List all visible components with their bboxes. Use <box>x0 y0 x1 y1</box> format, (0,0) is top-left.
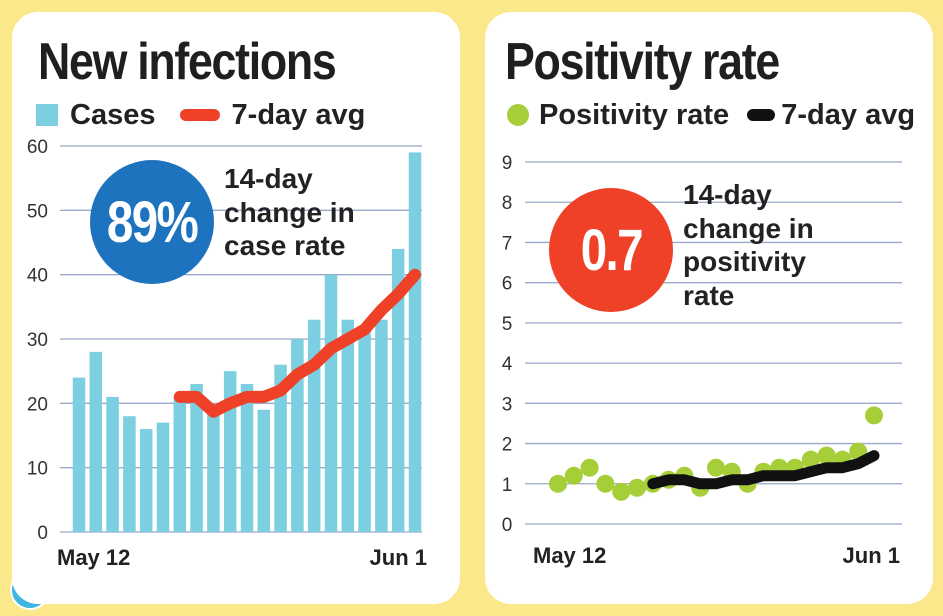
avg-line <box>173 268 421 418</box>
bar <box>358 326 371 532</box>
bar <box>291 339 304 532</box>
bar <box>123 416 136 532</box>
legend-item-positivity: Positivity rate <box>507 98 729 132</box>
point <box>564 466 583 485</box>
bar <box>341 319 355 532</box>
point <box>865 406 883 425</box>
avg-line <box>647 450 880 490</box>
positivity-rate-panel: Positivity rate Positivity rate 7-day av… <box>485 12 933 604</box>
legend-label: 7-day avg <box>231 98 366 131</box>
legend-swatch-line <box>179 109 220 122</box>
cases-chart: 0 10 20 30 40 50 60 May 12 Jun 1 <box>27 137 427 570</box>
y-tick-label: 50 <box>27 201 48 222</box>
bar <box>307 319 321 532</box>
bar <box>240 384 254 532</box>
legend-item-avg: 7-day avg <box>747 98 915 132</box>
y-tick-label: 6 <box>502 274 513 295</box>
legend-label: Cases <box>70 98 156 131</box>
bar <box>89 351 103 532</box>
positivity-caption: 14-day change in positivity rate <box>683 178 814 312</box>
legend-item-cases: Cases <box>36 98 155 132</box>
x-tick-label: May 12 <box>57 545 130 570</box>
bar <box>106 396 119 532</box>
bar <box>207 403 220 532</box>
bar <box>190 384 203 532</box>
legend-label: 7-day avg <box>781 98 916 131</box>
y-tick-label: 9 <box>502 153 513 174</box>
y-tick-label: 60 <box>27 137 48 158</box>
caption-line: rate <box>683 279 735 311</box>
positivity-chart: 0 1 2 3 4 5 6 7 8 9 May 12 Jun 1 <box>502 153 902 568</box>
point <box>628 478 646 497</box>
badge-value: 89% <box>106 189 199 255</box>
y-tick-label: 30 <box>27 330 48 351</box>
badge-value: 0.7 <box>580 217 643 283</box>
bar <box>257 409 271 532</box>
chart-title: New infections <box>38 33 337 91</box>
y-tick-label: 5 <box>502 314 513 335</box>
bar <box>391 248 405 532</box>
point <box>817 446 836 465</box>
caption-line: case rate <box>224 230 346 262</box>
y-tick-label: 0 <box>502 515 513 536</box>
bar <box>139 429 153 532</box>
chart-legend: Cases 7-day avg <box>36 98 381 132</box>
legend-swatch-line <box>747 109 776 122</box>
bar <box>324 274 338 532</box>
chart-title: Positivity rate <box>505 33 780 91</box>
y-tick-label: 0 <box>37 523 48 544</box>
point <box>580 458 599 477</box>
caption-line: 14-day <box>683 179 772 210</box>
y-tick-label: 10 <box>27 459 48 480</box>
point <box>596 474 615 493</box>
bar <box>72 377 86 532</box>
x-tick-label: Jun 1 <box>370 545 427 570</box>
bar <box>274 364 287 532</box>
legend-swatch-dot <box>507 104 529 127</box>
caption-line: change in <box>683 212 814 244</box>
case-rate-badge: 89% <box>90 160 214 284</box>
positivity-badge: 0.7 <box>549 188 673 312</box>
y-tick-label: 1 <box>502 475 513 496</box>
legend-swatch-bar <box>36 104 58 127</box>
y-tick-label: 8 <box>502 193 513 214</box>
case-rate-caption: 14-day change in case rate <box>224 162 355 263</box>
bar <box>375 319 388 532</box>
legend-item-avg: 7-day avg <box>179 98 366 132</box>
new-infections-panel: New infections Cases 7-day avg 0 10 20 30 40… <box>12 12 460 604</box>
y-tick-label: 2 <box>502 435 513 456</box>
x-tick-label: May 12 <box>533 543 606 568</box>
chart-legend: Positivity rate 7-day avg <box>507 98 931 132</box>
bar <box>408 152 422 532</box>
point <box>549 474 567 493</box>
y-tick-label: 7 <box>502 233 513 254</box>
caption-line: 14-day <box>224 163 313 194</box>
point <box>801 450 820 469</box>
y-tick-label: 20 <box>27 394 48 415</box>
bar <box>173 396 187 532</box>
caption-line: change in <box>224 196 355 228</box>
x-tick-label: Jun 1 <box>843 543 900 568</box>
y-tick-label: 3 <box>502 394 513 415</box>
bar <box>156 422 170 532</box>
caption-line: positivity <box>683 246 806 278</box>
y-tick-label: 40 <box>27 266 48 287</box>
legend-label: Positivity rate <box>539 98 730 131</box>
y-tick-label: 4 <box>502 354 513 375</box>
point <box>612 482 631 501</box>
point <box>707 458 725 477</box>
